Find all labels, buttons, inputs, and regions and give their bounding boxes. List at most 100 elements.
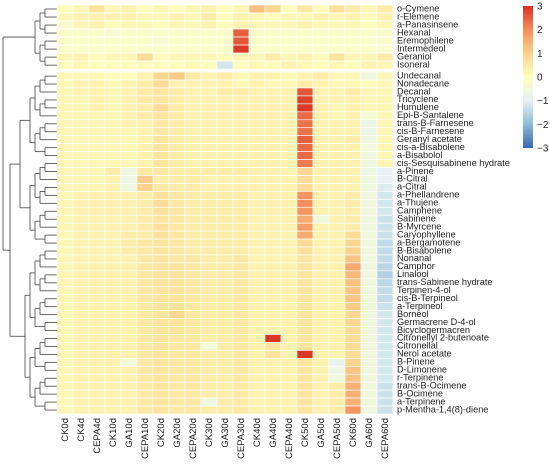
heatmap-cell xyxy=(184,12,202,22)
heatmap-cell xyxy=(344,334,362,343)
row-label: Citronellyl 2-butenoate xyxy=(397,333,489,343)
heatmap-cell xyxy=(216,127,234,136)
heatmap-cell xyxy=(120,302,138,311)
heatmap-cell xyxy=(168,199,186,208)
heatmap-cell xyxy=(264,159,282,168)
row-label: Epi-B-Santalene xyxy=(397,110,464,120)
column-label: GA50d xyxy=(316,418,327,448)
heatmap-cell xyxy=(168,350,186,359)
heatmap-cell xyxy=(376,278,394,288)
heatmap-cell xyxy=(376,95,394,105)
heatmap-cell xyxy=(312,326,330,335)
heatmap-cell xyxy=(280,318,298,327)
heatmap-cell xyxy=(184,111,202,121)
heatmap-cell xyxy=(360,342,378,351)
heatmap-cell xyxy=(232,334,250,343)
heatmap-cell xyxy=(376,405,394,415)
heatmap-cell xyxy=(136,119,154,129)
heatmap-cell xyxy=(360,230,378,240)
heatmap-cell xyxy=(184,79,202,89)
heatmap-cell xyxy=(248,334,266,343)
heatmap-cell xyxy=(184,373,202,383)
row-label: Geraniol xyxy=(397,51,432,61)
heatmap-cell xyxy=(56,175,74,184)
heatmap-cell xyxy=(200,389,218,399)
heatmap-cell xyxy=(152,127,170,136)
heatmap-cell xyxy=(296,238,314,248)
heatmap-cell xyxy=(312,405,330,415)
heatmap-cell xyxy=(72,389,90,399)
heatmap-cell xyxy=(376,87,394,97)
heatmap-cell xyxy=(376,175,394,184)
heatmap-cell xyxy=(248,326,266,335)
heatmap-cell xyxy=(120,238,138,248)
heatmap-cell xyxy=(264,270,282,280)
heatmap-cell xyxy=(168,389,186,399)
heatmap-cell xyxy=(200,214,218,224)
heatmap-cell xyxy=(216,270,234,280)
heatmap-cell xyxy=(248,183,266,192)
heatmap-cell xyxy=(296,135,314,144)
heatmap-cell xyxy=(376,167,394,176)
heatmap-cell xyxy=(232,358,250,367)
heatmap-cell xyxy=(104,183,122,192)
heatmap-cell xyxy=(104,318,122,327)
heatmap-cell xyxy=(344,127,362,136)
heatmap-cell xyxy=(104,95,122,105)
heatmap-cell xyxy=(376,389,394,399)
heatmap-cell xyxy=(120,36,138,46)
heatmap-cell xyxy=(200,60,218,70)
heatmap-cell xyxy=(296,334,314,343)
heatmap-cell xyxy=(216,87,234,97)
row-label: a-Panasinsene xyxy=(397,19,458,29)
heatmap-cell xyxy=(328,191,346,200)
heatmap-cell xyxy=(72,405,90,415)
row-label: Camphor xyxy=(397,261,435,271)
heatmap-cell xyxy=(216,44,234,54)
heatmap-cell xyxy=(200,127,218,136)
heatmap-cell xyxy=(56,199,74,208)
heatmap-cell xyxy=(264,191,282,200)
heatmap-cell xyxy=(360,373,378,383)
heatmap-cell xyxy=(88,87,106,97)
heatmap-cell xyxy=(200,246,218,256)
heatmap-cell xyxy=(56,246,74,256)
heatmap-cell xyxy=(200,230,218,240)
heatmap-cell xyxy=(136,278,154,288)
heatmap-cell xyxy=(376,294,394,303)
heatmap-cell xyxy=(296,326,314,335)
heatmap-cell xyxy=(328,381,346,391)
heatmap-cell xyxy=(72,270,90,280)
heatmap-cell xyxy=(312,127,330,136)
heatmap-cell xyxy=(376,262,394,272)
heatmap-cell xyxy=(184,246,202,256)
heatmap-cell xyxy=(104,206,122,216)
heatmap-cell xyxy=(360,167,378,176)
heatmap-cell xyxy=(312,135,330,144)
heatmap-cell xyxy=(312,342,330,351)
heatmap-cell xyxy=(344,381,362,391)
heatmap-cell xyxy=(104,405,122,415)
heatmap-cell xyxy=(184,127,202,136)
heatmap-cell xyxy=(328,159,346,168)
heatmap-cell xyxy=(120,95,138,105)
heatmap-cell xyxy=(152,103,170,113)
heatmap-cell xyxy=(136,373,154,383)
heatmap-cell xyxy=(120,60,138,70)
heatmap-cell xyxy=(88,44,106,54)
heatmap-cell xyxy=(264,44,282,54)
row-label: trans-Sabinene hydrate xyxy=(397,277,493,287)
heatmap-cell xyxy=(88,246,106,256)
row-label: B-Bisabolene xyxy=(397,245,452,255)
heatmap-cell xyxy=(248,119,266,129)
column-label: CEPA4d xyxy=(92,418,103,454)
heatmap-cell xyxy=(152,381,170,391)
column-label: CEPA20d xyxy=(188,418,199,459)
heatmap-cell xyxy=(280,214,298,224)
heatmap-cell xyxy=(232,87,250,97)
heatmap-cell xyxy=(200,175,218,184)
heatmap-cell xyxy=(264,20,282,30)
colorbar: 3 2 1 0 −1 −2 −3 xyxy=(523,2,549,155)
heatmap-cell xyxy=(232,167,250,176)
row-label: Bicyclogermacren xyxy=(397,325,470,335)
